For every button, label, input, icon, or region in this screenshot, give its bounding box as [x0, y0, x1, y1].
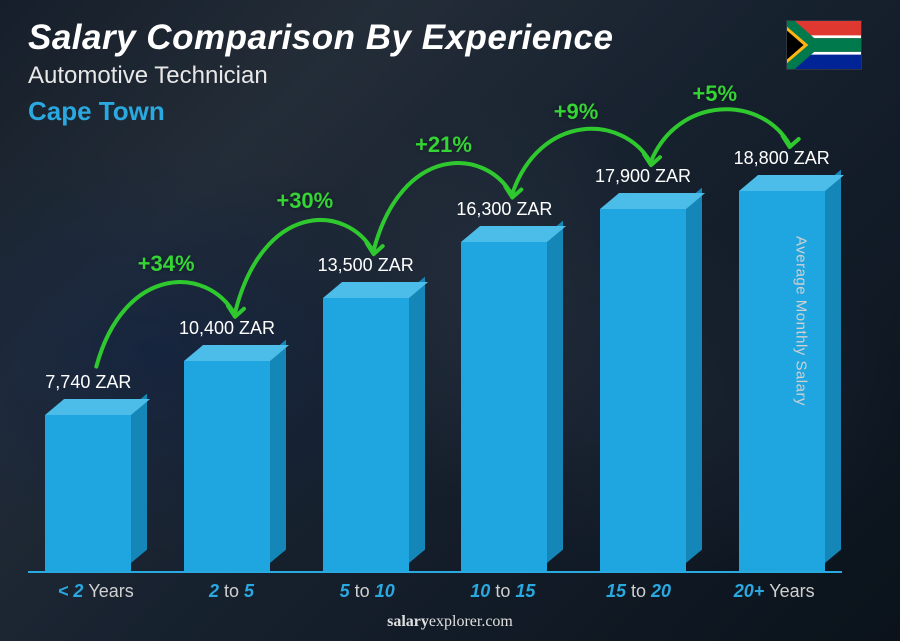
pct-change-badge: +30%	[276, 188, 333, 214]
bar-value-label: 17,900 ZAR	[573, 166, 713, 187]
bar-value-label: 16,300 ZAR	[434, 199, 574, 220]
pct-change-badge: +5%	[692, 81, 737, 107]
pct-change-badge: +9%	[554, 99, 599, 125]
x-axis-label: 10 to 15	[435, 573, 571, 605]
bar-front	[184, 361, 270, 571]
bar-group: 18,800 ZAR	[721, 130, 842, 571]
bar-front	[45, 415, 131, 571]
chart-subtitle: Automotive Technician	[28, 62, 872, 90]
bar-front	[600, 209, 686, 571]
bar-3d	[600, 193, 686, 571]
x-axis-label: 20+ Years	[706, 573, 842, 605]
growth-arc-icon	[28, 130, 842, 571]
footer-brand-rest: explorer.com	[429, 613, 513, 630]
bar-3d	[323, 282, 409, 571]
x-axis: < 2 Years2 to 55 to 1010 to 1515 to 2020…	[28, 571, 842, 605]
growth-arc-icon	[28, 130, 842, 571]
pct-change-badge: +34%	[138, 251, 195, 277]
bar-3d	[461, 226, 547, 571]
growth-arc-icon	[28, 130, 842, 571]
bar-group: 7,740 ZAR	[28, 130, 149, 571]
x-axis-label: 15 to 20	[571, 573, 707, 605]
bar-group: 16,300 ZAR	[444, 130, 565, 571]
bar-value-label: 18,800 ZAR	[712, 148, 852, 169]
bar-group: 17,900 ZAR	[583, 130, 704, 571]
bar-front	[739, 191, 825, 571]
x-axis-label: < 2 Years	[28, 573, 164, 605]
bar-side	[686, 188, 702, 563]
x-axis-label: 5 to 10	[299, 573, 435, 605]
y-axis-label: Average Monthly Salary	[793, 236, 810, 406]
bar-side	[825, 170, 841, 563]
bar-3d	[184, 345, 270, 571]
chart-title: Salary Comparison By Experience	[28, 18, 872, 58]
growth-arc-icon	[28, 130, 842, 571]
bar-group: 10,400 ZAR	[167, 130, 288, 571]
footer-brand: salaryexplorer.com	[0, 613, 900, 631]
bar-3d	[45, 399, 131, 571]
bar-chart: 7,740 ZAR10,400 ZAR13,500 ZAR16,300 ZAR1…	[28, 130, 842, 571]
x-axis-label: 2 to 5	[164, 573, 300, 605]
growth-arc-icon	[28, 130, 842, 571]
bar-value-label: 13,500 ZAR	[296, 255, 436, 276]
bar-value-label: 10,400 ZAR	[157, 318, 297, 339]
infographic-container: Salary Comparison By Experience Automoti…	[0, 0, 900, 641]
bar-value-label: 7,740 ZAR	[18, 372, 158, 393]
pct-change-badge: +21%	[415, 132, 472, 158]
chart-location: Cape Town	[28, 96, 872, 127]
bar-side	[270, 339, 286, 563]
bar-side	[409, 277, 425, 563]
bar-front	[323, 298, 409, 571]
bar-front	[461, 242, 547, 571]
header: Salary Comparison By Experience Automoti…	[28, 18, 872, 127]
footer-brand-bold: salary	[387, 613, 429, 630]
south-africa-flag-icon	[786, 20, 862, 70]
bar-side	[547, 220, 563, 563]
bar-3d	[739, 175, 825, 571]
bar-side	[131, 393, 147, 563]
